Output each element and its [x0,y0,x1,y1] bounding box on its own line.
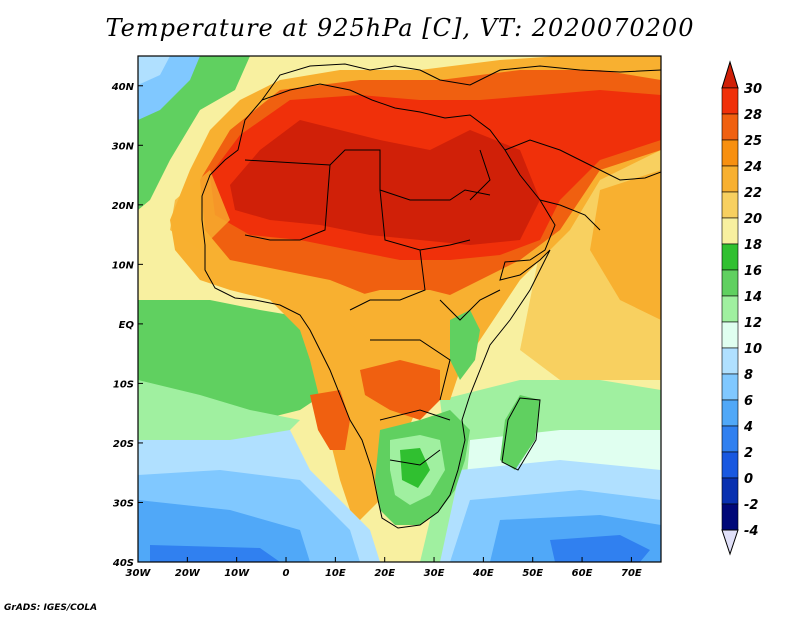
y-tick-label: 20S [113,439,134,450]
colorbar-label: 18 [744,238,762,253]
colorbar-swatch [721,399,739,427]
colorbar-label: 12 [744,316,762,331]
colorbar-top-arrow [721,60,739,89]
colorbar-label: 30 [744,82,762,97]
colorbar-label: 10 [744,342,762,357]
colorbar-swatch [721,425,739,453]
colorbar-swatch [721,373,739,401]
colorbar-swatch [721,477,739,505]
y-tick-label: 10S [113,379,134,390]
colorbar-swatch [721,217,739,245]
y-tick-label: 30S [113,498,134,509]
colorbar-swatch [721,451,739,479]
x-tick-label: 20E [374,568,395,579]
colorbar-label: -4 [744,524,758,539]
x-tick-label: 0 [283,568,290,579]
colorbar-swatch [721,321,739,349]
colorbar-swatch [721,87,739,115]
y-tick-label: 20N [112,201,135,212]
colorbar-label: 28 [744,108,762,123]
colorbar-label: 8 [744,368,753,383]
colorbar-bottom-arrow [721,529,739,556]
colorbar-label: 20 [744,212,762,227]
colorbar-label: 0 [744,472,753,487]
y-axis-ticks: 40S 30S 20S 10S EQ 10N 20N 30N 40N [111,82,143,569]
colorbar-label: 2 [744,446,753,461]
y-tick-label: 30N [112,141,135,152]
colorbar-label: 24 [744,160,762,175]
colorbar-swatch [721,503,739,531]
x-tick-label: 30W [126,568,152,579]
x-tick-label: 70E [621,568,642,579]
colorbar-swatch [721,243,739,271]
coastlines [201,63,661,529]
x-tick-label: 10W [224,568,250,579]
temperature-field [138,56,661,562]
colorbar-label: 16 [744,264,762,279]
x-tick-label: 20W [175,568,201,579]
map-title: Temperature at 925hPa [C], VT: 202007020… [105,14,695,42]
x-axis-ticks: 30W 20W 10W 0 10E 20E 30E 40E 50E 60E 70E [126,557,642,579]
colorbar-label: 25 [744,134,762,149]
y-tick-label: 10N [112,260,135,271]
colorbar-label: 22 [744,186,762,201]
colorbar-swatch [721,113,739,141]
colorbar-swatch [721,347,739,375]
colorbar-swatch [721,191,739,219]
colorbar-label: 6 [744,394,753,409]
colorbar-label: 4 [743,420,753,435]
x-tick-label: 10E [325,568,346,579]
colorbar-swatch [721,269,739,297]
y-tick-label: 40S [112,558,134,569]
x-tick-label: 50E [522,568,543,579]
colorbar-label: 14 [744,290,762,305]
footer-credit: GrADS: IGES/COLA [4,603,98,613]
x-tick-label: 30E [424,568,445,579]
y-tick-label: 40N [111,82,135,93]
colorbar-swatch [721,165,739,193]
y-tick-label: EQ [119,320,135,331]
x-tick-label: 60E [572,568,593,579]
colorbar-swatch [721,139,739,167]
x-tick-label: 40E [472,568,494,579]
colorbar-label: -2 [744,498,758,513]
colorbar-swatch [721,295,739,323]
map-frame [137,55,662,563]
